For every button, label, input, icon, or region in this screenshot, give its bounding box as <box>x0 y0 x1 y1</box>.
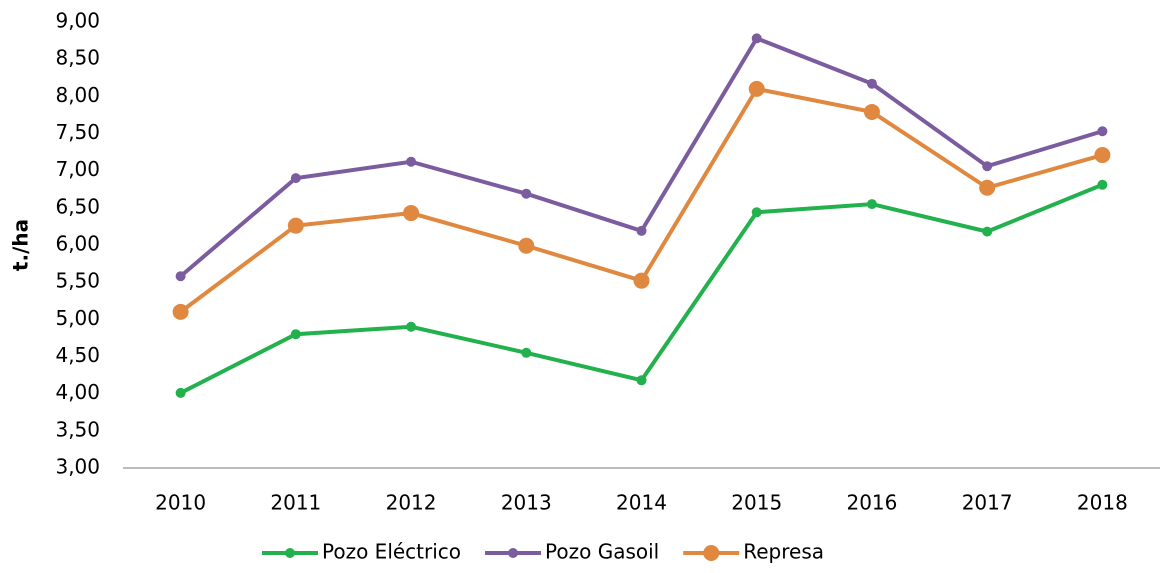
y-tick-label: 4,50 <box>55 343 100 367</box>
y-tick-label: 7,50 <box>55 120 100 144</box>
x-tick-label: 2017 <box>962 491 1013 515</box>
data-point <box>982 161 993 172</box>
x-tick-label: 2018 <box>1077 491 1128 515</box>
data-point <box>979 179 996 196</box>
data-point <box>1097 179 1108 190</box>
data-point <box>1094 147 1111 164</box>
legend-marker <box>703 545 720 561</box>
data-point <box>287 217 304 234</box>
data-point <box>863 103 880 120</box>
legend-label: Pozo Eléctrico <box>322 540 461 564</box>
data-point <box>751 207 762 218</box>
y-tick-label: 3,50 <box>55 417 100 441</box>
data-point <box>406 156 417 167</box>
y-tick-label: 6,50 <box>55 194 100 218</box>
data-point <box>751 33 762 44</box>
y-tick-label: 7,00 <box>55 157 100 181</box>
x-tick-label: 2016 <box>846 491 897 515</box>
x-tick-label: 2011 <box>270 491 321 515</box>
data-point <box>290 329 301 340</box>
data-point <box>866 199 877 210</box>
data-point <box>172 303 189 320</box>
series-line <box>179 35 1103 278</box>
legend-marker <box>508 548 519 558</box>
data-point <box>521 347 532 358</box>
data-point <box>748 80 765 97</box>
y-tick-label: 5,00 <box>55 306 100 330</box>
y-tick-label: 6,00 <box>55 232 100 256</box>
data-point <box>521 188 532 199</box>
data-point <box>403 205 420 222</box>
data-point <box>636 225 647 236</box>
data-point <box>175 387 186 398</box>
data-point <box>636 375 647 386</box>
x-tick-label: 2012 <box>386 491 437 515</box>
x-tick-label: 2015 <box>731 491 782 515</box>
y-axis-label: t./ha <box>9 219 33 271</box>
legend-label: Pozo Gasoil <box>545 540 659 564</box>
data-point <box>866 78 877 89</box>
data-point <box>1097 126 1108 137</box>
y-tick-label: 4,00 <box>55 380 100 404</box>
data-point <box>406 321 417 332</box>
data-point <box>290 173 301 184</box>
x-tick-label: 2014 <box>616 491 667 515</box>
data-point <box>633 272 650 289</box>
x-tick-label: 2013 <box>501 491 552 515</box>
y-tick-label: 9,00 <box>55 9 100 33</box>
y-tick-label: 8,50 <box>55 46 100 70</box>
y-tick-label: 3,00 <box>55 455 100 479</box>
x-tick-label: 2010 <box>155 491 206 515</box>
legend-label: Represa <box>743 540 824 564</box>
y-tick-label: 5,50 <box>55 269 100 293</box>
y-tick-label: 8,00 <box>55 83 100 107</box>
legend-marker <box>285 548 295 558</box>
data-point <box>175 271 186 282</box>
data-point <box>518 237 535 254</box>
series-line <box>179 182 1104 395</box>
data-point <box>982 226 993 237</box>
